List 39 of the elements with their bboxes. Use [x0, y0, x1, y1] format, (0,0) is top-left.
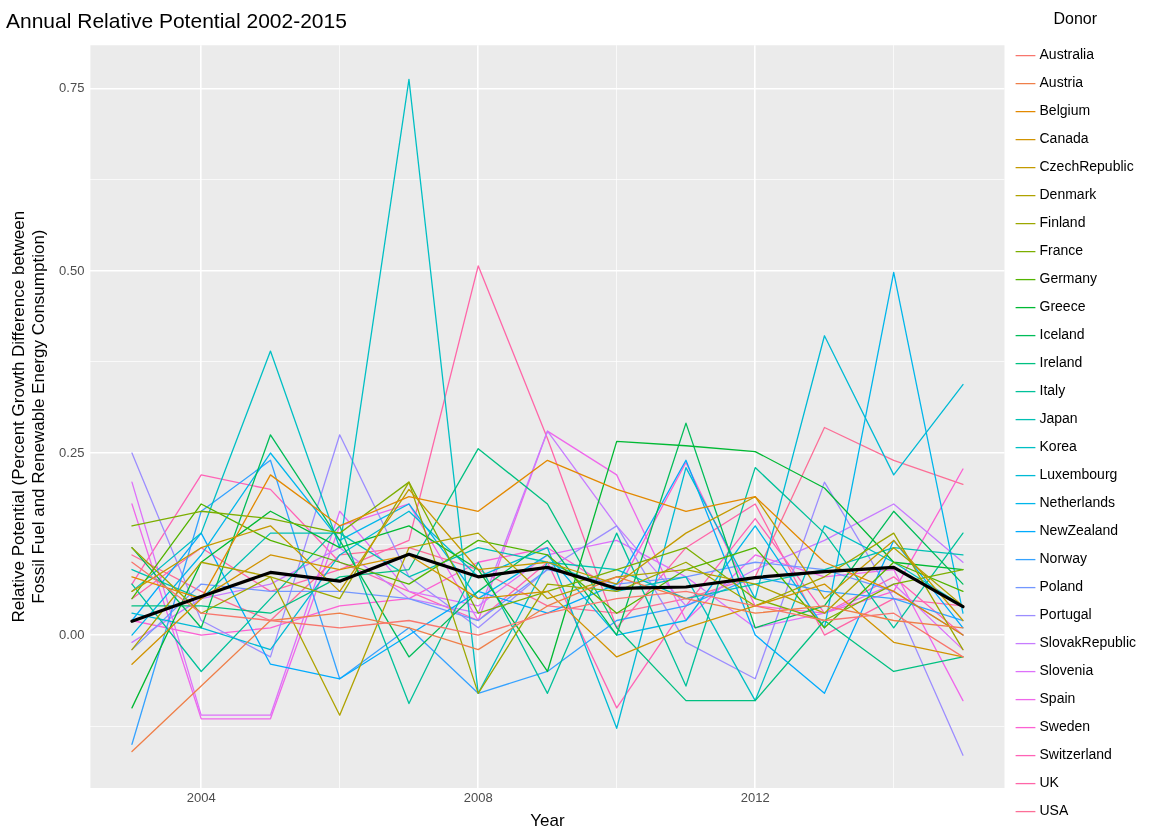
x-axis-title: Year — [530, 811, 565, 831]
x-tick-label: 2004 — [186, 790, 216, 806]
legend-label: Canada — [1039, 130, 1089, 147]
legend-label: Norway — [1039, 550, 1087, 567]
legend-label: France — [1039, 242, 1084, 259]
chart-title: Annual Relative Potential 2002-2015 — [6, 9, 347, 33]
legend-label: Portugal — [1039, 606, 1092, 623]
legend-label: Ireland — [1039, 354, 1083, 371]
y-tick-label: 0.25 — [59, 444, 85, 460]
legend-label: Poland — [1039, 578, 1084, 595]
legend-label: CzechRepublic — [1039, 158, 1134, 175]
legend-label: Germany — [1039, 270, 1098, 287]
x-tick-label: 2012 — [740, 790, 770, 806]
legend-label: Luxembourg — [1039, 466, 1118, 483]
legend-label: USA — [1039, 802, 1069, 819]
legend-label: Netherlands — [1039, 494, 1115, 511]
legend-label: UK — [1039, 774, 1060, 791]
legend-label: Slovenia — [1039, 662, 1094, 679]
legend-label: Japan — [1039, 410, 1078, 427]
y-tick-label: 0.50 — [59, 262, 85, 278]
y-tick-label: 0.75 — [59, 80, 85, 96]
legend-label: Australia — [1039, 46, 1095, 63]
legend-label: Austria — [1039, 74, 1084, 91]
legend-title: Donor — [1053, 9, 1098, 27]
legend-label: Sweden — [1039, 718, 1091, 735]
legend-label: Italy — [1039, 382, 1066, 399]
legend-label: Korea — [1039, 438, 1078, 455]
legend-label: SlovakRepublic — [1039, 634, 1136, 651]
legend-label: Spain — [1039, 690, 1076, 707]
legend-label: Switzerland — [1039, 746, 1112, 763]
legend-label: Greece — [1039, 298, 1086, 315]
y-tick-label: 0.00 — [59, 626, 85, 642]
x-tick-label: 2008 — [463, 790, 493, 806]
y-axis-title: Relative Potential (Percent Growth Difference between Fossil Fuel and Renewable Energy Consumption) — [9, 210, 49, 623]
legend-label: Belgium — [1039, 102, 1091, 119]
legend-label: Finland — [1039, 214, 1086, 231]
legend-label: Iceland — [1039, 326, 1085, 343]
legend-label: NewZealand — [1039, 522, 1119, 539]
legend-label: Denmark — [1039, 186, 1098, 203]
